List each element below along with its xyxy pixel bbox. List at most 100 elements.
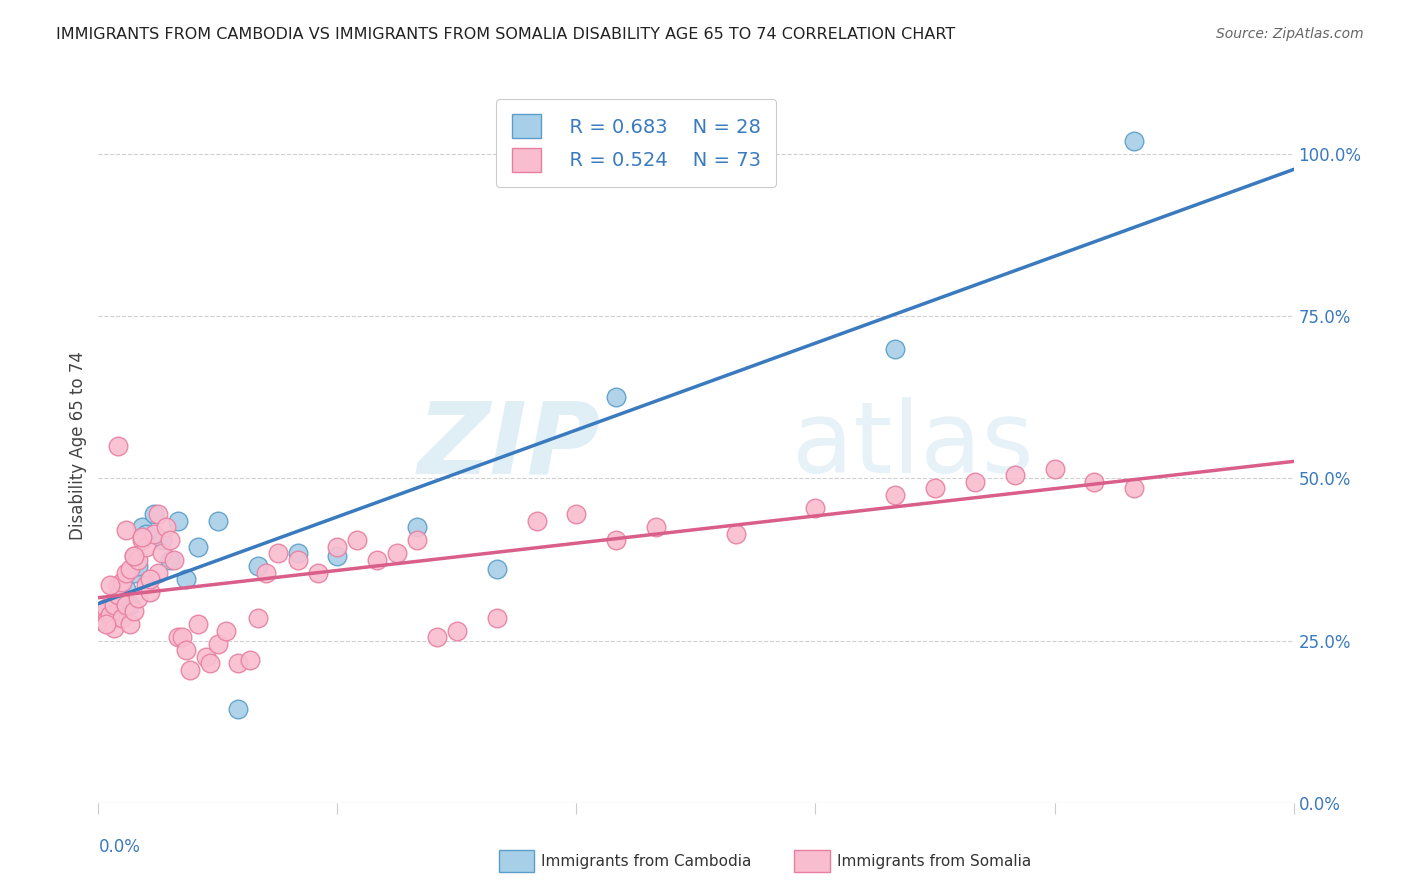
Text: Source: ZipAtlas.com: Source: ZipAtlas.com bbox=[1216, 27, 1364, 41]
Point bbox=[187, 617, 209, 632]
Point bbox=[91, 604, 114, 618]
Point bbox=[246, 611, 269, 625]
Point bbox=[150, 533, 173, 547]
Point bbox=[115, 566, 138, 580]
Point bbox=[187, 540, 209, 554]
Point bbox=[924, 481, 946, 495]
Point bbox=[131, 520, 153, 534]
Point bbox=[131, 530, 153, 544]
Point bbox=[645, 520, 668, 534]
Point bbox=[1123, 134, 1146, 148]
Point bbox=[226, 702, 249, 716]
Point bbox=[143, 507, 166, 521]
Point bbox=[103, 621, 125, 635]
Point bbox=[159, 533, 181, 547]
Point bbox=[326, 540, 349, 554]
Point bbox=[406, 533, 429, 547]
Point bbox=[107, 439, 129, 453]
Text: 0.0%: 0.0% bbox=[98, 838, 141, 856]
Point bbox=[124, 566, 146, 580]
Point bbox=[366, 552, 388, 566]
Point bbox=[120, 562, 142, 576]
Point bbox=[174, 572, 197, 586]
Point bbox=[124, 549, 146, 564]
Point bbox=[131, 533, 153, 547]
Point bbox=[111, 611, 134, 625]
Point bbox=[485, 562, 508, 576]
Point bbox=[135, 540, 157, 554]
Point bbox=[111, 588, 134, 602]
Point bbox=[124, 549, 146, 564]
Point bbox=[1043, 461, 1066, 475]
Point bbox=[1083, 475, 1105, 489]
Point bbox=[207, 637, 229, 651]
Text: atlas: atlas bbox=[792, 398, 1033, 494]
Point bbox=[98, 607, 122, 622]
Point bbox=[239, 653, 262, 667]
Point bbox=[127, 559, 149, 574]
Point bbox=[426, 631, 449, 645]
Point bbox=[385, 546, 409, 560]
Point bbox=[1004, 468, 1026, 483]
Point bbox=[267, 546, 290, 560]
Point bbox=[198, 657, 221, 671]
Text: Immigrants from Somalia: Immigrants from Somalia bbox=[837, 855, 1031, 869]
Point bbox=[96, 614, 118, 628]
Point bbox=[135, 526, 157, 541]
Point bbox=[167, 631, 190, 645]
Point bbox=[485, 611, 508, 625]
Point bbox=[446, 624, 468, 638]
Point bbox=[207, 514, 229, 528]
Point bbox=[135, 578, 157, 592]
Point bbox=[287, 552, 309, 566]
Point bbox=[215, 624, 238, 638]
Point bbox=[346, 533, 368, 547]
Point bbox=[148, 566, 170, 580]
Point bbox=[565, 507, 588, 521]
Point bbox=[143, 526, 166, 541]
Point bbox=[96, 601, 118, 615]
Point bbox=[172, 631, 194, 645]
Point bbox=[107, 588, 129, 602]
Point bbox=[98, 578, 122, 592]
Point bbox=[167, 514, 190, 528]
Point bbox=[246, 559, 269, 574]
Point bbox=[115, 582, 138, 596]
Point bbox=[287, 546, 309, 560]
Point bbox=[124, 604, 146, 618]
Point bbox=[98, 601, 122, 615]
Point bbox=[148, 507, 170, 521]
Text: ZIP: ZIP bbox=[418, 398, 600, 494]
Point bbox=[120, 617, 142, 632]
Point bbox=[1123, 481, 1146, 495]
Point bbox=[127, 591, 149, 606]
Point bbox=[605, 533, 627, 547]
Point bbox=[526, 514, 548, 528]
Point bbox=[804, 500, 827, 515]
Point bbox=[115, 524, 138, 538]
Point bbox=[139, 585, 162, 599]
Point bbox=[111, 575, 134, 590]
Point bbox=[103, 611, 125, 625]
Point bbox=[884, 342, 907, 356]
Point bbox=[194, 649, 218, 664]
Point bbox=[107, 595, 129, 609]
Point bbox=[963, 475, 986, 489]
Point bbox=[179, 663, 201, 677]
Legend:   R = 0.683    N = 28,   R = 0.524    N = 73: R = 0.683 N = 28, R = 0.524 N = 73 bbox=[496, 99, 776, 187]
Point bbox=[326, 549, 349, 564]
Point bbox=[884, 488, 907, 502]
Point bbox=[226, 657, 249, 671]
Point bbox=[96, 617, 118, 632]
Point bbox=[120, 598, 142, 612]
Point bbox=[139, 572, 162, 586]
Point bbox=[96, 604, 118, 618]
Point bbox=[91, 614, 114, 628]
Point bbox=[115, 598, 138, 612]
Y-axis label: Disability Age 65 to 74: Disability Age 65 to 74 bbox=[69, 351, 87, 541]
Point bbox=[724, 526, 747, 541]
Point bbox=[174, 643, 197, 657]
Point bbox=[406, 520, 429, 534]
Text: IMMIGRANTS FROM CAMBODIA VS IMMIGRANTS FROM SOMALIA DISABILITY AGE 65 TO 74 CORR: IMMIGRANTS FROM CAMBODIA VS IMMIGRANTS F… bbox=[56, 27, 956, 42]
Point bbox=[159, 552, 181, 566]
